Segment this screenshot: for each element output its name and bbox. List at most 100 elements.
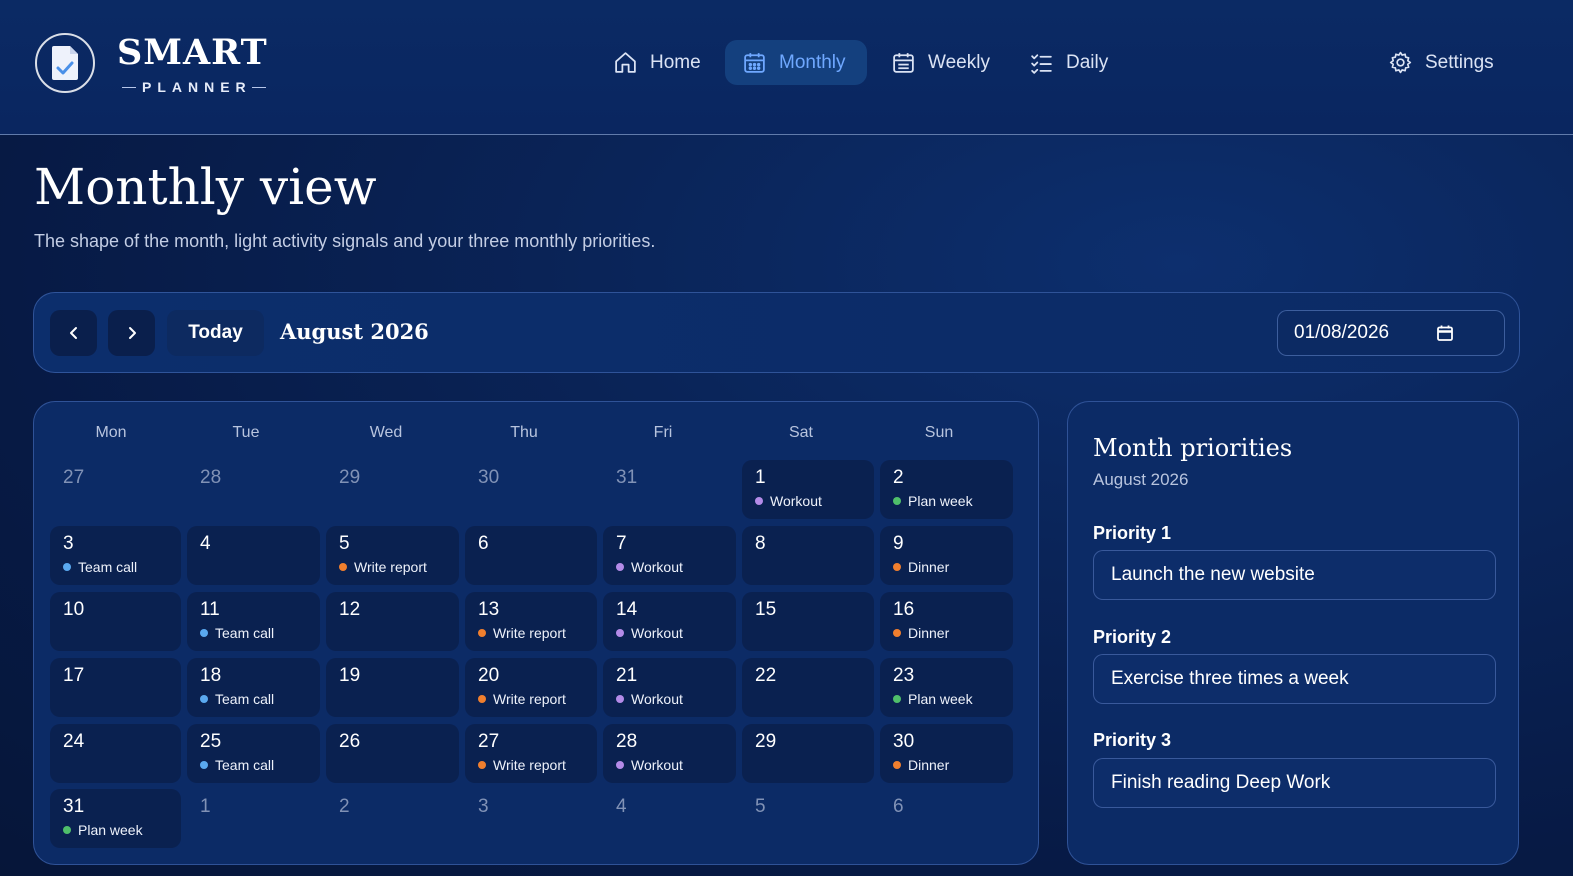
calendar-day-cell[interactable]: 4 xyxy=(187,526,320,585)
nav-item-monthly[interactable]: Monthly xyxy=(725,40,867,85)
calendar-day-cell[interactable]: 15 xyxy=(742,592,874,651)
day-number: 9 xyxy=(893,533,904,554)
day-event[interactable]: Write report xyxy=(478,757,566,773)
priorities-title: Month priorities xyxy=(1093,434,1293,462)
day-event[interactable]: Write report xyxy=(478,625,566,641)
calendar-day-cell[interactable]: 5 Write report xyxy=(326,526,459,585)
calendar-day-cell[interactable]: 19 xyxy=(326,658,459,717)
calendar-day-cell-outside-month[interactable]: 28 xyxy=(187,460,320,519)
settings-button[interactable]: Settings xyxy=(1388,40,1494,85)
day-event[interactable]: Plan week xyxy=(63,822,143,838)
calendar-day-cell[interactable]: 24 xyxy=(50,724,181,783)
calendar-day-cell-outside-month[interactable]: 6 xyxy=(880,789,1013,848)
calendar-day-cell[interactable]: 22 xyxy=(742,658,874,717)
priority-3-input[interactable]: Finish reading Deep Work xyxy=(1093,758,1496,808)
day-number: 17 xyxy=(63,665,85,686)
day-event[interactable]: Dinner xyxy=(893,625,949,641)
day-number: 15 xyxy=(755,599,777,620)
logo-badge[interactable] xyxy=(35,33,95,93)
day-event[interactable]: Workout xyxy=(616,691,683,707)
day-number: 3 xyxy=(63,533,74,554)
calendar-icon[interactable] xyxy=(1436,324,1454,342)
event-dot xyxy=(478,629,486,637)
prev-month-button[interactable] xyxy=(50,310,97,356)
event-dot xyxy=(616,629,624,637)
nav-item-weekly[interactable]: Weekly xyxy=(891,40,990,85)
calendar-day-cell[interactable]: 29 xyxy=(742,724,874,783)
day-number: 5 xyxy=(339,533,350,554)
day-event[interactable]: Team call xyxy=(200,691,274,707)
day-event[interactable]: Workout xyxy=(616,757,683,773)
day-event[interactable]: Write report xyxy=(339,559,427,575)
calendar-day-cell[interactable]: 1 Workout xyxy=(742,460,874,519)
calendar-icon xyxy=(893,53,914,73)
calendar-day-cell[interactable]: 10 xyxy=(50,592,181,651)
calendar-day-cell[interactable]: 18 Team call xyxy=(187,658,320,717)
calendar-day-cell[interactable]: 9 Dinner xyxy=(880,526,1013,585)
chevron-right-icon xyxy=(128,327,136,339)
day-event[interactable]: Dinner xyxy=(893,757,949,773)
calendar-day-cell[interactable]: 20 Write report xyxy=(465,658,597,717)
calendar-day-cell[interactable]: 2 Plan week xyxy=(880,460,1013,519)
day-event[interactable]: Plan week xyxy=(893,493,973,509)
priority-1-input[interactable]: Launch the new website xyxy=(1093,550,1496,600)
calendar-day-cell-outside-month[interactable]: 1 xyxy=(187,789,320,848)
nav-item-daily[interactable]: Daily xyxy=(1029,40,1108,85)
priority-2-input[interactable]: Exercise three times a week xyxy=(1093,654,1496,704)
day-event[interactable]: Plan week xyxy=(893,691,973,707)
calendar-day-cell[interactable]: 13 Write report xyxy=(465,592,597,651)
calendar-day-cell[interactable]: 12 xyxy=(326,592,459,651)
day-event[interactable]: Workout xyxy=(755,493,822,509)
event-dot xyxy=(63,826,71,834)
weekday-header: Sun xyxy=(924,424,954,441)
nav-item-home[interactable]: Home xyxy=(613,40,701,85)
event-label: Workout xyxy=(631,559,683,575)
calendar-day-cell-outside-month[interactable]: 3 xyxy=(465,789,597,848)
day-event[interactable]: Team call xyxy=(63,559,137,575)
calendar-day-cell[interactable]: 30 Dinner xyxy=(880,724,1013,783)
calendar-day-cell-outside-month[interactable]: 31 xyxy=(603,460,736,519)
date-picker-input[interactable]: 01/08/2026 xyxy=(1277,310,1505,356)
calendar-day-cell[interactable]: 28 Workout xyxy=(603,724,736,783)
current-month-label: August 2026 xyxy=(280,319,429,344)
day-event[interactable]: Team call xyxy=(200,625,274,641)
calendar-day-cell[interactable]: 16 Dinner xyxy=(880,592,1013,651)
calendar-icon xyxy=(744,53,765,73)
calendar-day-cell-outside-month[interactable]: 5 xyxy=(742,789,874,848)
calendar-day-cell[interactable]: 25 Team call xyxy=(187,724,320,783)
day-event[interactable]: Team call xyxy=(200,757,274,773)
calendar-day-cell[interactable]: 21 Workout xyxy=(603,658,736,717)
day-number: 5 xyxy=(755,796,766,817)
calendar-day-cell[interactable]: 3 Team call xyxy=(50,526,181,585)
day-number: 30 xyxy=(478,467,500,488)
day-event[interactable]: Workout xyxy=(616,559,683,575)
calendar-day-cell-outside-month[interactable]: 30 xyxy=(465,460,597,519)
calendar-day-cell[interactable]: 17 xyxy=(50,658,181,717)
day-event[interactable]: Dinner xyxy=(893,559,949,575)
calendar-day-cell-outside-month[interactable]: 2 xyxy=(326,789,459,848)
calendar-day-cell[interactable]: 7 Workout xyxy=(603,526,736,585)
calendar-day-cell[interactable]: 23 Plan week xyxy=(880,658,1013,717)
event-dot xyxy=(893,563,901,571)
day-event[interactable]: Write report xyxy=(478,691,566,707)
calendar-day-cell[interactable]: 6 xyxy=(465,526,597,585)
calendar-day-cell[interactable]: 27 Write report xyxy=(465,724,597,783)
calendar-day-cell-outside-month[interactable]: 29 xyxy=(326,460,459,519)
calendar-day-cell-outside-month[interactable]: 4 xyxy=(603,789,736,848)
event-dot xyxy=(200,629,208,637)
calendar-day-cell[interactable]: 26 xyxy=(326,724,459,783)
event-dot xyxy=(478,761,486,769)
calendar-day-cell[interactable]: 31 Plan week xyxy=(50,789,181,848)
calendar-day-cell-outside-month[interactable]: 27 xyxy=(50,460,181,519)
calendar-day-cell[interactable]: 11 Team call xyxy=(187,592,320,651)
calendar-day-cell[interactable]: 14 Workout xyxy=(603,592,736,651)
today-button[interactable]: Today xyxy=(167,310,264,356)
nav-item-label: Home xyxy=(650,51,701,73)
checklist-icon xyxy=(1031,54,1052,74)
event-label: Dinner xyxy=(908,757,950,773)
event-label: Team call xyxy=(215,625,275,641)
next-month-button[interactable] xyxy=(108,310,155,356)
calendar-day-cell[interactable]: 8 xyxy=(742,526,874,585)
nav-item-label: Monthly xyxy=(779,51,846,73)
day-event[interactable]: Workout xyxy=(616,625,683,641)
